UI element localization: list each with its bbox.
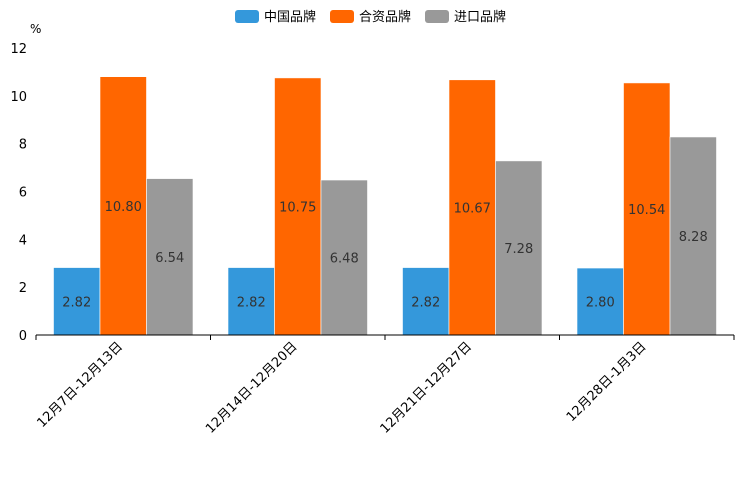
bar-value-label: 10.75 <box>279 200 316 215</box>
y-tick-label: 2 <box>19 281 27 296</box>
bar-value-label: 2.80 <box>586 296 615 311</box>
legend-swatch <box>330 10 354 23</box>
legend-swatch <box>235 10 259 23</box>
legend-swatch <box>425 10 449 23</box>
bar-value-label: 10.67 <box>454 201 491 216</box>
bar-value-label: 2.82 <box>62 295 91 310</box>
bar <box>274 77 322 336</box>
bar <box>402 267 450 336</box>
y-tick-label: 10 <box>10 90 27 105</box>
bar-value-label: 8.28 <box>679 230 708 245</box>
bar <box>576 267 624 336</box>
y-tick-label: 6 <box>19 186 27 201</box>
bar-value-label: 6.54 <box>155 251 184 266</box>
y-axis: 0 2 4 6 8 10 12 <box>10 42 27 344</box>
bar-value-label: 2.82 <box>237 295 266 310</box>
bar <box>227 267 275 336</box>
x-category-label: 12月14日-12月20日 <box>203 339 300 436</box>
bar-value-label: 6.48 <box>330 252 359 267</box>
x-category-label: 12月7日-12月13日 <box>34 339 126 431</box>
bar <box>623 82 671 336</box>
bars: 2.82 2.82 2.82 2.80 10.80 10.75 10.67 10.54 6.54… <box>53 76 717 336</box>
legend-label: 进口品牌 <box>454 9 506 25</box>
legend: 中国品牌 合资品牌 进口品牌 <box>235 9 506 25</box>
y-tick-label: 8 <box>19 138 27 153</box>
bar-value-label: 10.54 <box>628 203 665 218</box>
bar-value-label: 10.80 <box>105 200 142 215</box>
bar <box>53 267 101 336</box>
legend-label: 合资品牌 <box>359 9 411 25</box>
bar-value-label: 7.28 <box>504 242 533 257</box>
x-axis: 12月7日-12月13日 12月14日-12月20日 12月21日-12月27日 12… <box>34 334 735 437</box>
bar <box>495 160 543 336</box>
bar <box>669 136 717 336</box>
x-category-label: 12月28日-1月3日 <box>564 339 650 425</box>
legend-label: 中国品牌 <box>264 9 316 25</box>
y-tick-label: 0 <box>19 329 27 344</box>
y-tick-label: 4 <box>19 233 27 248</box>
bar <box>99 76 147 336</box>
y-axis-unit-label: % <box>30 22 41 36</box>
y-tick-label: 12 <box>10 42 27 57</box>
bar-value-label: 2.82 <box>411 295 440 310</box>
x-category-label: 12月21日-12月27日 <box>378 339 475 436</box>
bar <box>320 179 368 336</box>
